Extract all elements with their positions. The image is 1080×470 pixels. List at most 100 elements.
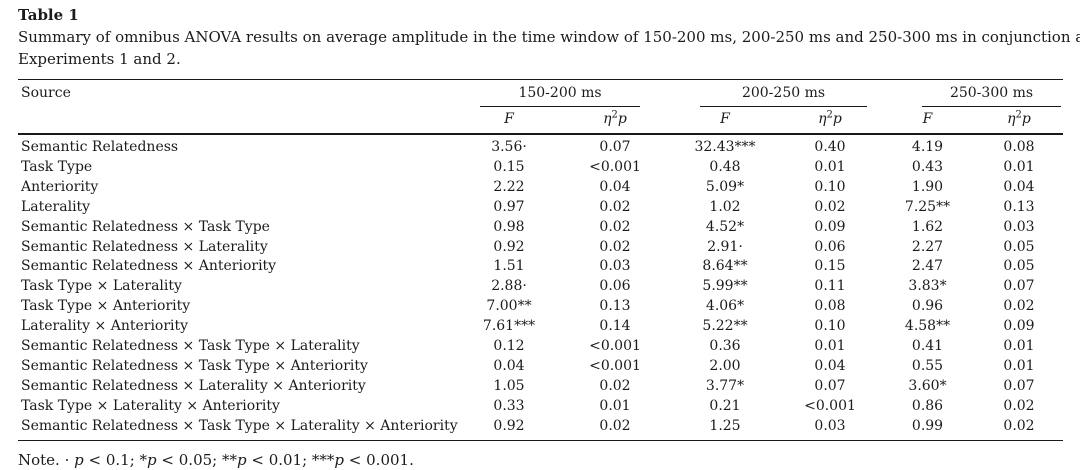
table-row: Laterality 0.97 0.02 1.02 0.02 7.25** 0.… (18, 198, 1063, 218)
caption-line-2: Experiments 1 and 2. (18, 50, 181, 68)
stat-value-cell: 0.09 (1003, 318, 1035, 335)
stat-value-cell: 0.03 (599, 258, 631, 275)
stat-value-cell: 1.02 (709, 198, 741, 215)
table-row: Task Type × Anteriority 7.00** 0.13 4.06… (18, 297, 1063, 317)
stat-value-cell: 0.02 (1003, 298, 1035, 315)
table-row: Semantic Relatedness × Task Type × Anter… (18, 357, 1063, 377)
row-source-label: Semantic Relatedness (21, 139, 179, 155)
stat-value-cell: 2.88· (491, 278, 527, 295)
stat-value-cell: 1.05 (493, 377, 525, 394)
stat-value-cell: 0.02 (599, 417, 631, 434)
stat-value-cell: 0.33 (493, 397, 525, 414)
note-p-symbol: p (236, 450, 247, 469)
stat-value-cell: 0.41 (911, 338, 944, 355)
row-source-label: Semantic Relatedness × Laterality × Ante… (21, 377, 366, 394)
stat-value-cell: 0.48 (709, 158, 741, 175)
stat-value-cell: 2.00 (709, 357, 741, 374)
stat-value-cell: 0.02 (599, 218, 631, 235)
table-row: Semantic Relatedness × Task Type × Later… (18, 337, 1063, 357)
stat-value-cell: 0.02 (599, 198, 631, 215)
stat-value-cell: 1.90 (911, 178, 944, 195)
row-source-label: Task Type (21, 158, 93, 175)
stat-value-cell: 0.15 (814, 258, 846, 275)
stat-value-cell: 7.25** (904, 198, 951, 215)
stat-value-cell: 0.05 (1003, 258, 1035, 275)
row-source-label: Anteriority (21, 178, 99, 195)
f-column-header-1: F (504, 111, 514, 127)
time-window-label-2: 200-250 ms (741, 85, 826, 101)
stat-value-cell: 0.07 (599, 139, 631, 155)
stat-value-cell: 0.06 (814, 238, 846, 255)
table-row: Semantic Relatedness × Anteriority 1.51 … (18, 257, 1063, 277)
note-threshold: < 0.1; (83, 450, 140, 469)
table-row: Task Type × Laterality 2.88· 0.06 5.99**… (18, 277, 1063, 297)
note-threshold: < 0.01; (246, 450, 312, 469)
stat-value-cell: 0.01 (599, 397, 631, 414)
time-window-label-3: 250-300 ms (949, 85, 1034, 101)
anova-results-table: Source 150-200 ms 200-250 ms 250-300 ms … (18, 79, 1063, 441)
table-row: Task Type × Laterality × Anteriority 0.3… (18, 397, 1063, 417)
stat-value-cell: 0.02 (1003, 417, 1035, 434)
stat-value-cell: 0.02 (599, 238, 631, 255)
table-header: Source 150-200 ms 200-250 ms 250-300 ms … (18, 80, 1063, 134)
note-p-symbol: p (334, 450, 345, 469)
stat-value-cell: 0.86 (911, 397, 944, 414)
stat-value-cell: <0.001 (589, 158, 641, 175)
stat-header-row: F η2p F η2p F η2p (18, 107, 1063, 134)
stat-value-cell: 1.62 (911, 218, 944, 235)
note-marker-dot: · (59, 450, 75, 469)
stat-value-cell: <0.001 (589, 357, 641, 374)
stat-value-cell: 3.56· (491, 139, 527, 155)
time-window-label-1: 150-200 ms (518, 85, 602, 101)
row-source-label: Semantic Relatedness × Task Type (21, 218, 270, 235)
row-source-label: Semantic Relatedness × Task Type × Later… (21, 417, 458, 434)
stat-value-cell: 0.02 (1003, 397, 1035, 414)
stat-value-cell: 5.09* (705, 178, 745, 195)
time-window-group-2: 200-250 ms (670, 80, 880, 107)
stat-value-cell: 0.12 (493, 338, 525, 355)
stat-value-cell: 0.04 (599, 178, 631, 195)
stat-value-cell: 0.04 (493, 357, 525, 374)
note-threshold: < 0.001. (344, 450, 414, 469)
table-caption: Summary of omnibus ANOVA results on aver… (18, 26, 1080, 70)
stat-value-cell: 0.92 (493, 238, 525, 255)
stat-value-cell: 0.07 (814, 377, 846, 394)
table-row: Semantic Relatedness × Task Type × Later… (18, 417, 1063, 440)
stat-value-cell: 0.07 (1003, 278, 1035, 295)
stat-value-cell: 4.52* (705, 218, 745, 235)
stat-value-cell: <0.001 (589, 338, 641, 355)
stat-value-cell: 0.05 (1003, 238, 1035, 255)
stat-value-cell: 2.91· (707, 238, 743, 255)
stat-value-cell: 0.21 (709, 397, 741, 414)
stat-value-cell: 0.97 (493, 198, 525, 215)
time-window-header-row: Source 150-200 ms 200-250 ms 250-300 ms (18, 80, 1063, 107)
stat-value-cell: 0.09 (814, 218, 846, 235)
stat-value-cell: 0.40 (814, 139, 846, 155)
f-column-header-2: F (720, 111, 730, 127)
stat-value-cell: 0.11 (814, 278, 846, 295)
stat-value-cell: 0.01 (814, 158, 846, 175)
stat-value-cell: 0.13 (1003, 198, 1035, 215)
stat-value-cell: 0.92 (493, 417, 525, 434)
stat-value-cell: 0.55 (911, 357, 944, 374)
stat-value-cell: 5.22** (702, 318, 748, 335)
time-window-spanner: 150-200 ms (480, 85, 640, 107)
stat-value-cell: <0.001 (804, 397, 856, 414)
table-row: Anteriority 2.22 0.04 5.09* 0.10 1.90 0.… (18, 178, 1063, 198)
note-marker-star3: *** (311, 450, 335, 469)
stat-value-cell: 3.83* (908, 278, 947, 295)
note-label: Note. (18, 450, 60, 469)
stat-value-cell: 7.00** (486, 298, 532, 315)
table-row: Semantic Relatedness × Task Type 0.98 0.… (18, 218, 1063, 238)
row-source-label: Semantic Relatedness × Anteriority (21, 258, 277, 275)
row-source-label: Semantic Relatedness × Laterality (21, 238, 268, 255)
row-source-label: Task Type × Laterality × Anteriority (21, 397, 280, 414)
time-window-group-1: 150-200 ms (458, 80, 670, 107)
stat-value-cell: 5.99** (702, 278, 748, 295)
stat-value-cell: 4.58** (904, 318, 951, 335)
table-row: Task Type 0.15 <0.001 0.48 0.01 0.43 0.0… (18, 158, 1063, 178)
stat-value-cell: 0.01 (1003, 158, 1035, 175)
stat-value-cell: 4.19 (911, 139, 944, 155)
row-source-label: Laterality × Anteriority (21, 318, 189, 335)
stat-value-cell: 0.08 (814, 298, 846, 315)
